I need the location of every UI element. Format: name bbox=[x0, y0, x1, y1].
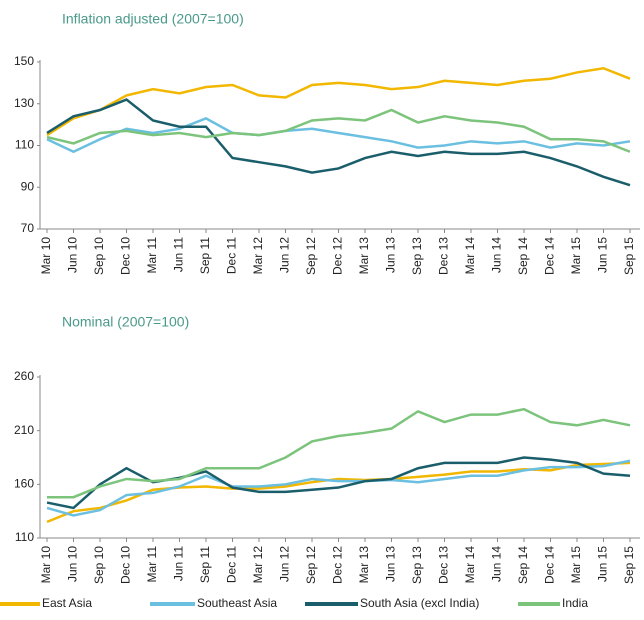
x-tick-label: Mar 13 bbox=[357, 237, 371, 275]
x-tick-label: Mar 11 bbox=[145, 546, 159, 583]
x-tick-label: Mar 10 bbox=[39, 546, 53, 584]
x-tick-label: Sep 13 bbox=[410, 237, 424, 275]
legend-label: South Asia (excl India) bbox=[360, 596, 479, 610]
x-tick-label: Sep 11 bbox=[198, 546, 212, 583]
y-tick-label: 130 bbox=[14, 96, 34, 110]
x-tick-label: Jun 13 bbox=[384, 237, 398, 273]
x-tick-label: Sep 11 bbox=[198, 237, 212, 274]
x-tick-label: Jun 14 bbox=[490, 546, 504, 582]
y-tick-label: 70 bbox=[21, 221, 35, 235]
y-tick-label: 90 bbox=[21, 179, 35, 193]
x-tick-label: Dec 13 bbox=[437, 546, 451, 584]
x-tick-label: Dec 14 bbox=[543, 237, 557, 275]
x-tick-label: Dec 14 bbox=[543, 546, 557, 584]
y-tick-label: 160 bbox=[14, 477, 34, 491]
x-tick-label: Mar 11 bbox=[145, 237, 159, 274]
series-line bbox=[47, 407, 631, 499]
x-tick-label: Sep 10 bbox=[92, 546, 106, 584]
x-tick-label: Dec 11 bbox=[225, 546, 239, 583]
y-tick-label: 110 bbox=[15, 138, 34, 152]
x-tick-label: Jun 13 bbox=[384, 546, 398, 582]
series-line bbox=[46, 66, 631, 137]
x-tick-label: Sep 15 bbox=[622, 546, 636, 584]
x-tick-label: Jun 10 bbox=[66, 546, 80, 582]
legend-label: East Asia bbox=[42, 596, 92, 610]
x-tick-label: Sep 15 bbox=[622, 237, 636, 275]
series-line bbox=[46, 459, 631, 517]
series-line bbox=[46, 98, 631, 187]
x-tick-label: Jun 12 bbox=[278, 237, 292, 273]
x-tick-label: Sep 12 bbox=[304, 237, 318, 275]
chart-title: Nominal (2007=100) bbox=[62, 314, 189, 330]
y-tick-label: 210 bbox=[14, 423, 34, 437]
x-tick-label: Dec 11 bbox=[225, 237, 239, 274]
x-tick-label: Jun 10 bbox=[66, 237, 80, 273]
x-tick-label: Sep 12 bbox=[304, 546, 318, 584]
y-tick-label: 260 bbox=[14, 369, 34, 383]
x-tick-label: Jun 14 bbox=[490, 237, 504, 273]
x-tick-label: Dec 12 bbox=[331, 546, 345, 584]
x-tick-label: Dec 10 bbox=[119, 237, 133, 275]
chart-title: Inflation adjusted (2007=100) bbox=[62, 11, 244, 27]
x-tick-label: Jun 12 bbox=[278, 546, 292, 582]
x-tick-label: Dec 13 bbox=[437, 237, 451, 275]
x-tick-label: Mar 14 bbox=[463, 546, 477, 584]
x-tick-label: Jun 15 bbox=[596, 237, 610, 273]
x-tick-label: Mar 15 bbox=[569, 237, 583, 275]
x-tick-label: Mar 15 bbox=[569, 546, 583, 584]
x-tick-label: Dec 12 bbox=[331, 237, 345, 275]
series-line bbox=[46, 108, 631, 153]
x-tick-label: Mar 10 bbox=[39, 237, 53, 275]
x-tick-label: Sep 14 bbox=[516, 237, 530, 275]
x-tick-label: Mar 13 bbox=[357, 546, 371, 584]
x-tick-label: Mar 12 bbox=[251, 237, 265, 275]
x-tick-label: Jun 15 bbox=[596, 546, 610, 582]
x-tick-label: Sep 13 bbox=[410, 546, 424, 584]
x-tick-label: Jun 11 bbox=[172, 546, 186, 581]
x-tick-label: Jun 11 bbox=[172, 237, 186, 272]
x-tick-label: Sep 14 bbox=[516, 546, 530, 584]
x-tick-label: Sep 10 bbox=[92, 237, 106, 275]
x-tick-label: Mar 14 bbox=[463, 237, 477, 275]
legend-label: India bbox=[562, 596, 588, 610]
x-tick-label: Dec 10 bbox=[119, 546, 133, 584]
series-line bbox=[46, 116, 631, 154]
series-line bbox=[46, 456, 631, 510]
y-tick-label: 110 bbox=[15, 530, 34, 544]
x-tick-label: Mar 12 bbox=[251, 546, 265, 584]
legend-label: Southeast Asia bbox=[197, 596, 277, 610]
y-tick-label: 150 bbox=[14, 54, 34, 68]
